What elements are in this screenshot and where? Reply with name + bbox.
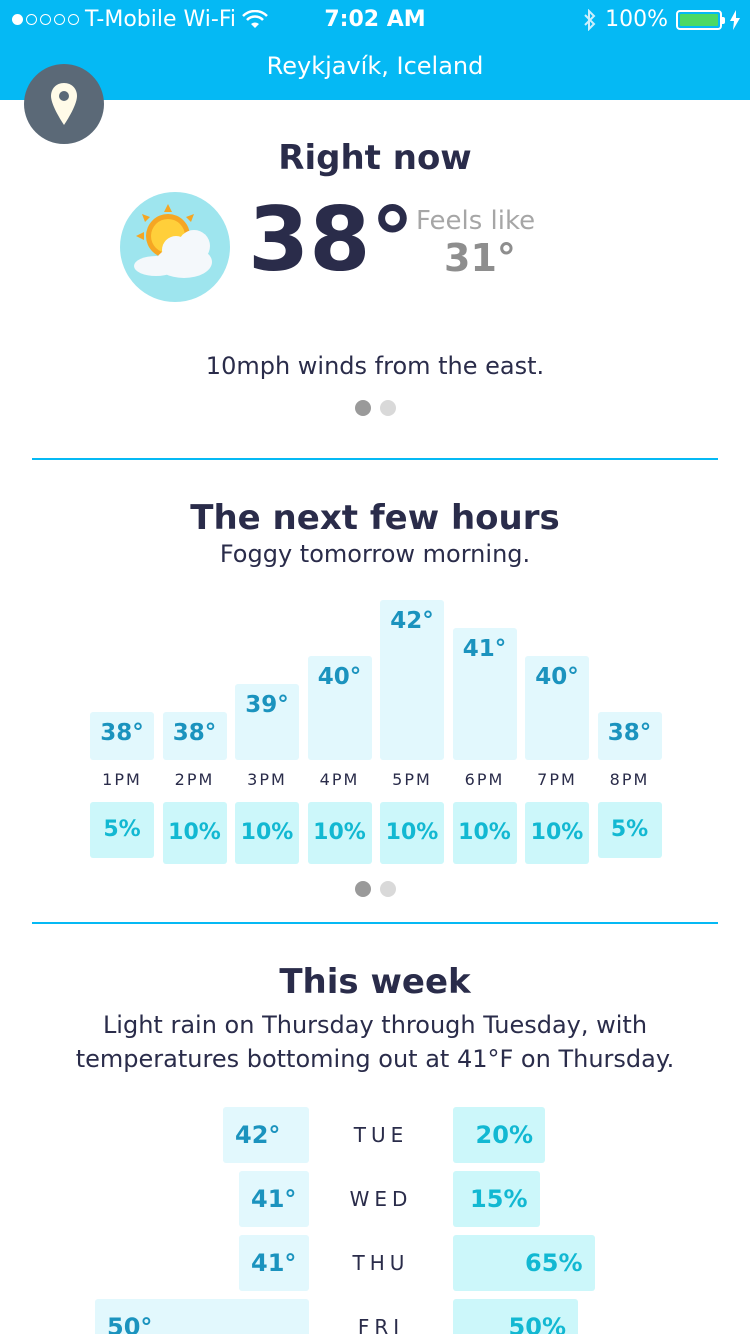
- pager-dot[interactable]: [380, 400, 396, 416]
- status-bar: T-Mobile Wi-Fi 7:02 AM 100%: [0, 0, 750, 40]
- hour-label: 8PM: [609, 770, 650, 789]
- wind-summary: 10mph winds from the east.: [205, 352, 545, 380]
- hour-precip-bar: 10%: [307, 802, 372, 864]
- hour-label: 7PM: [537, 770, 577, 789]
- charging-icon: [730, 9, 740, 30]
- hour-precip-bar: 10%: [162, 802, 227, 864]
- hour-precip-bar: 10%: [235, 802, 299, 864]
- hour-precip-bar: 10%: [525, 802, 589, 864]
- battery-percent: 100%: [605, 7, 668, 32]
- hour-precip-bar: 5%: [90, 802, 154, 858]
- day-label: FRI: [357, 1315, 405, 1334]
- battery-icon: [676, 9, 725, 30]
- signal-carrier: T-Mobile Wi-Fi: [12, 7, 268, 32]
- pager-dot[interactable]: [355, 881, 371, 897]
- current-temperature: 38°: [248, 188, 415, 291]
- day-temp-bar: 50°: [95, 1299, 309, 1334]
- section-divider: [32, 458, 718, 460]
- feels-like-value: 31°: [444, 236, 516, 280]
- hour-temp-bar: 41°: [452, 628, 517, 760]
- hour-precip-bar: 5%: [597, 802, 662, 858]
- week-summary: Light rain on Thursday through Tuesday, …: [75, 1011, 675, 1073]
- day-precip-bar: 20%: [453, 1107, 545, 1163]
- day-temp-bar: 41°: [239, 1235, 309, 1291]
- hour-temp-bar: 38°: [90, 712, 154, 760]
- hour-precip-bar: 10%: [380, 802, 444, 864]
- hour-temp-bar: 40°: [307, 656, 372, 760]
- hourly-summary: Foggy tomorrow morning.: [219, 540, 531, 568]
- pager-dot[interactable]: [380, 881, 396, 897]
- carrier-label: T-Mobile Wi-Fi: [85, 7, 237, 32]
- hour-temp-bar: 38°: [162, 712, 227, 760]
- hour-label: 2PM: [174, 770, 215, 789]
- feels-like-label: Feels like: [416, 206, 536, 236]
- section-divider: [32, 922, 718, 924]
- day-precip-bar: 50%: [453, 1299, 578, 1334]
- clock: 7:02 AM: [324, 7, 426, 32]
- hour-temp-bar: 42°: [380, 600, 444, 760]
- hourly-title: The next few hours: [190, 498, 560, 538]
- pager-dot[interactable]: [355, 400, 371, 416]
- day-label: TUE: [353, 1123, 409, 1147]
- hour-label: 6PM: [464, 770, 505, 789]
- partly-cloudy-icon: [120, 192, 230, 302]
- day-precip-bar: 65%: [453, 1235, 595, 1291]
- hour-label: 1PM: [102, 770, 142, 789]
- wifi-icon: [242, 9, 268, 28]
- day-temp-bar: 42°: [223, 1107, 309, 1163]
- right-now-pager[interactable]: [355, 400, 396, 416]
- day-temp-bar: 41°: [239, 1171, 309, 1227]
- hour-temp-bar: 39°: [235, 684, 299, 760]
- day-label: WED: [349, 1187, 413, 1211]
- bluetooth-icon: [584, 8, 596, 31]
- hour-label: 5PM: [392, 770, 432, 789]
- hour-temp-bar: 40°: [525, 656, 589, 760]
- status-right: 100%: [583, 7, 740, 32]
- hour-precip-bar: 10%: [452, 802, 517, 864]
- hourly-pager[interactable]: [355, 881, 396, 897]
- day-label: THU: [352, 1251, 410, 1275]
- week-title: This week: [279, 962, 471, 1002]
- location-button[interactable]: [24, 64, 104, 144]
- day-precip-bar: 15%: [453, 1171, 540, 1227]
- signal-icon: [12, 14, 79, 25]
- header-bar: T-Mobile Wi-Fi 7:02 AM 100% Reykjavík, I…: [0, 0, 750, 100]
- map-pin-icon: [51, 83, 77, 125]
- location-title[interactable]: Reykjavík, Iceland: [266, 52, 484, 80]
- right-now-title: Right now: [278, 138, 472, 178]
- hour-temp-bar: 38°: [597, 712, 662, 760]
- hour-label: 4PM: [319, 770, 360, 789]
- hour-label: 3PM: [247, 770, 287, 789]
